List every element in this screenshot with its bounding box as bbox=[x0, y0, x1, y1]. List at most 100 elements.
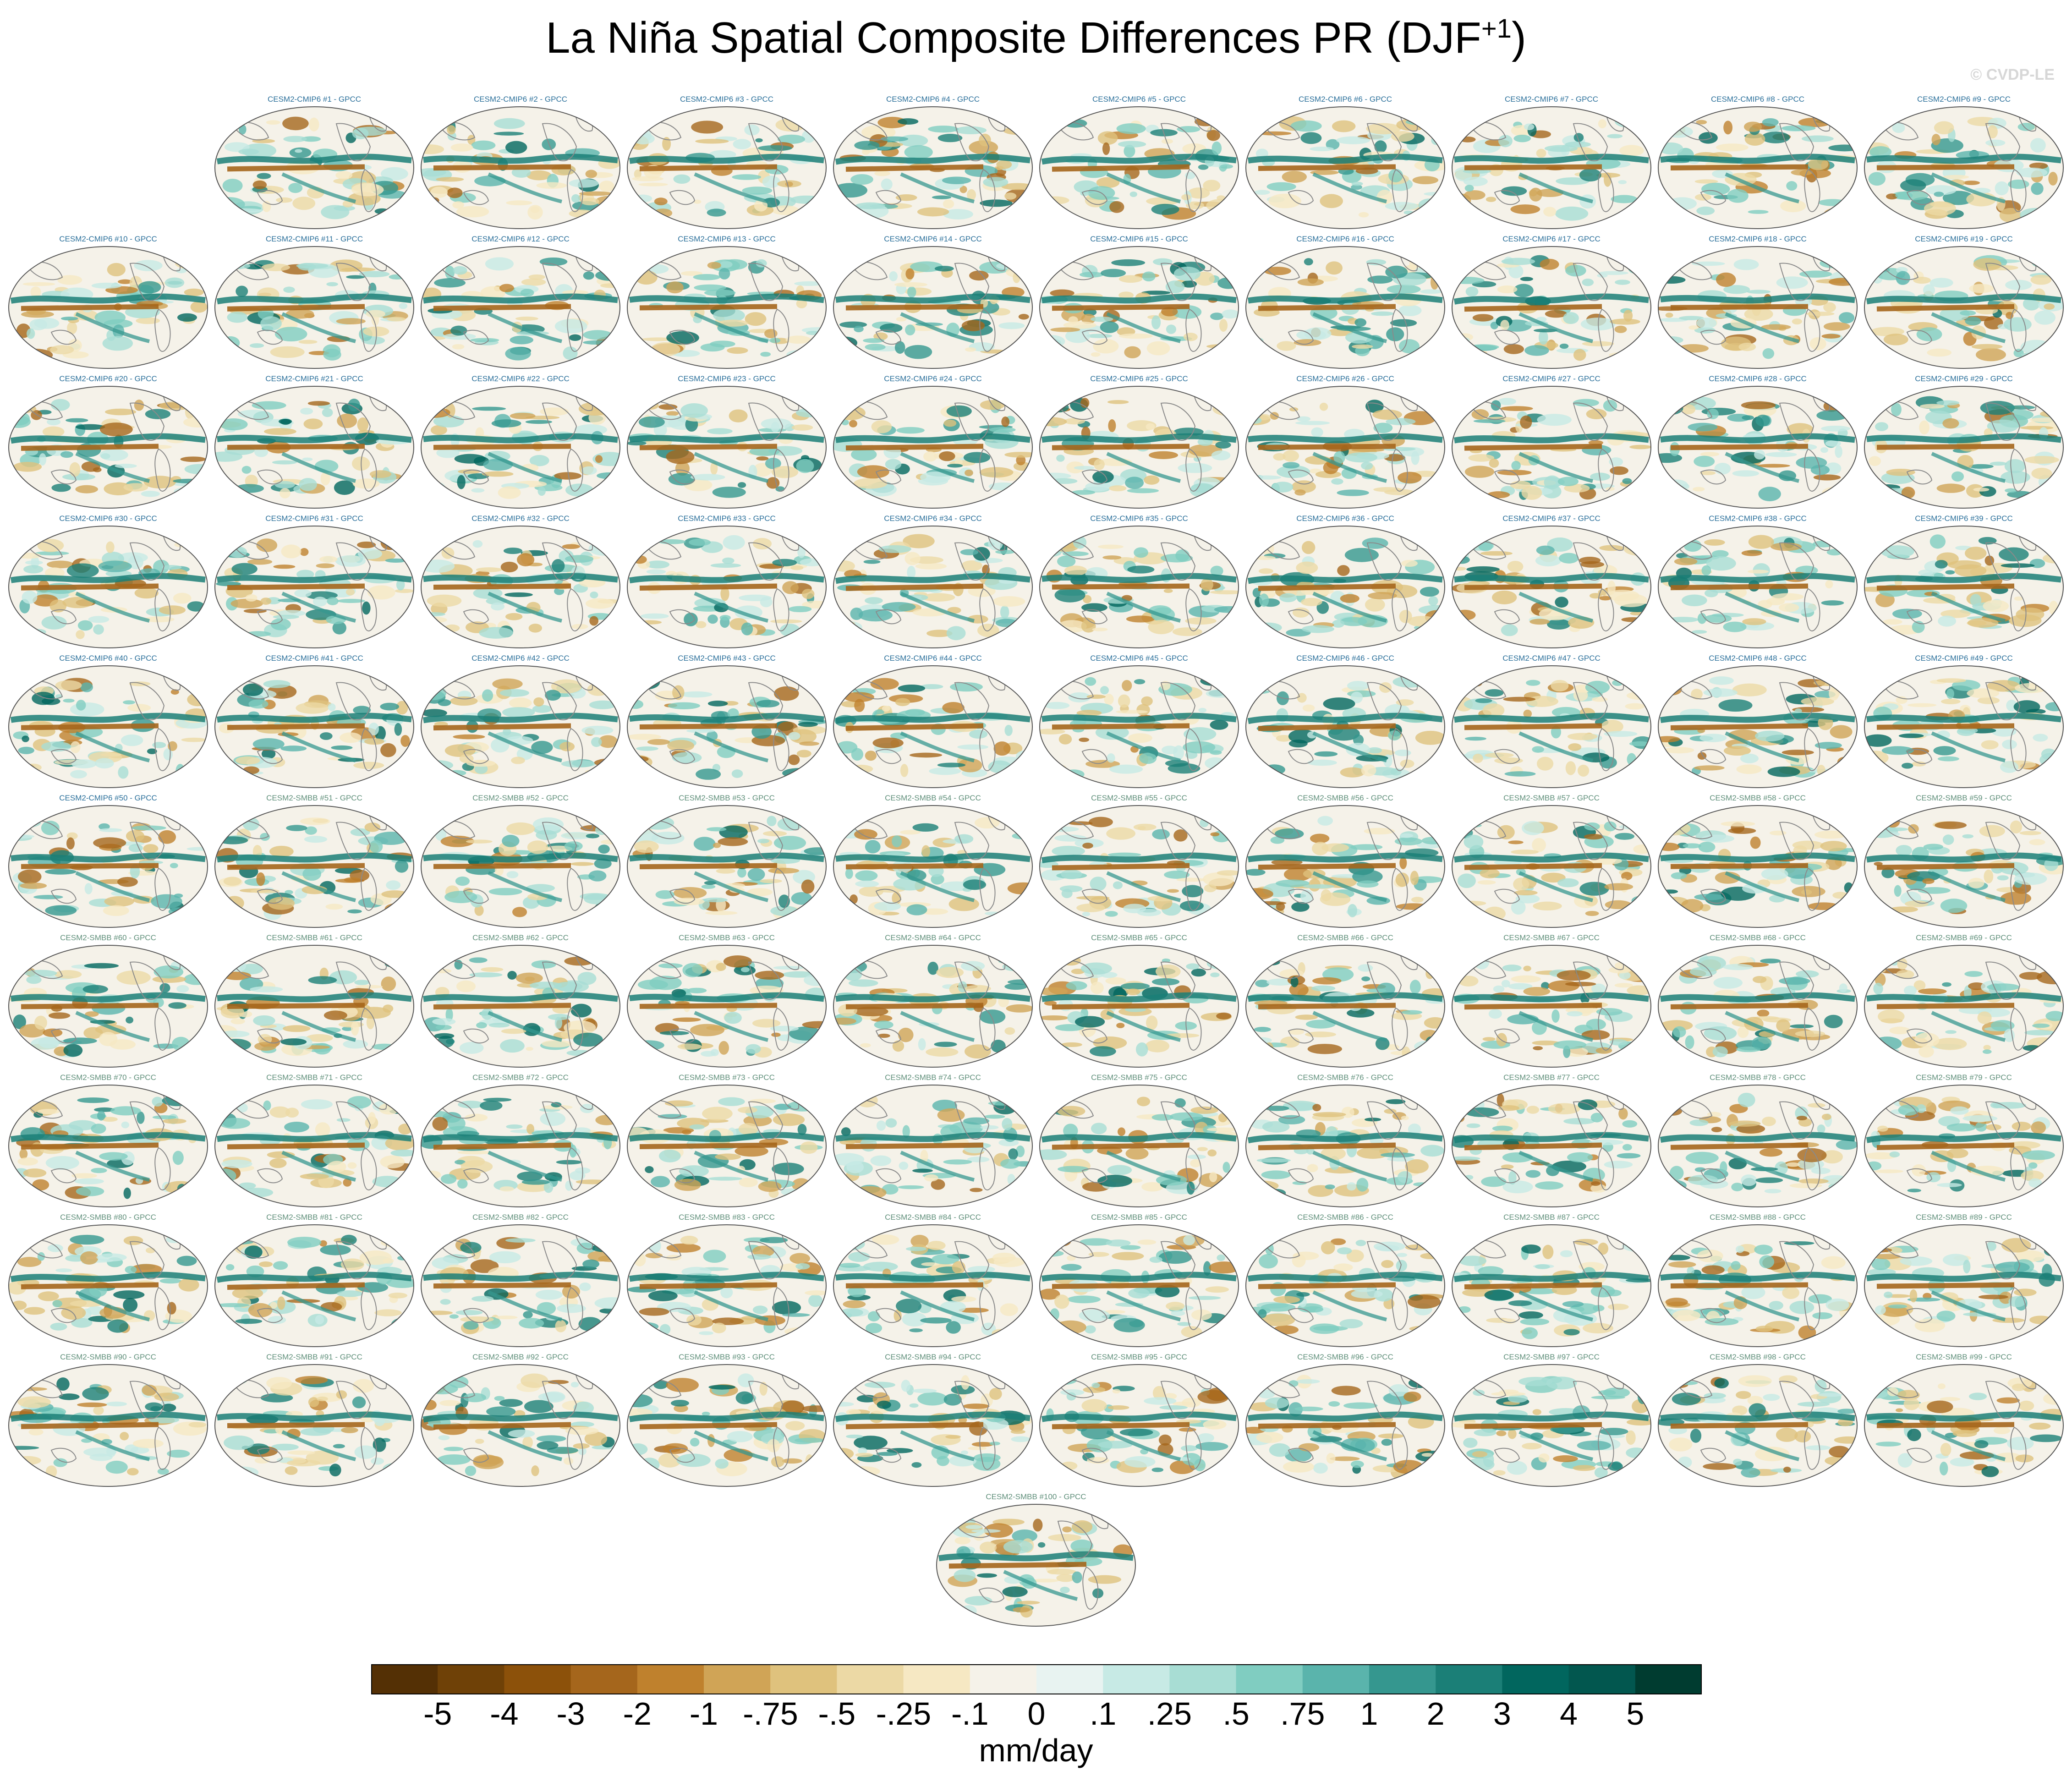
chart-title: La Niña Spatial Composite Differences PR… bbox=[0, 13, 2072, 63]
anomaly-blob bbox=[230, 598, 263, 608]
anomaly-blob bbox=[1400, 833, 1414, 838]
anomaly-blob bbox=[1054, 587, 1085, 603]
anomaly-blob bbox=[1983, 1045, 1991, 1050]
anomaly-blob bbox=[219, 418, 248, 431]
panel-title: CESM2-SMBB #70 - GPCC bbox=[60, 1073, 156, 1082]
anomaly-blob bbox=[1678, 344, 1709, 353]
map-border bbox=[1864, 526, 2064, 648]
anomaly-blob bbox=[1074, 1016, 1105, 1028]
map-panel: CESM2-SMBB #55 - GPCC bbox=[1038, 793, 1240, 929]
anomaly-blob bbox=[180, 456, 206, 462]
anomaly-blob bbox=[1821, 425, 1851, 432]
anomaly-blob bbox=[97, 1111, 105, 1121]
anomaly-blob bbox=[455, 876, 470, 886]
anomaly-blob bbox=[1401, 559, 1418, 567]
anomaly-blob bbox=[280, 1038, 307, 1046]
dry-band bbox=[639, 583, 778, 591]
anomaly-blob bbox=[2024, 1030, 2055, 1036]
anomaly-blob bbox=[1065, 329, 1091, 343]
anomaly-blob bbox=[117, 877, 138, 887]
anomaly-blob bbox=[1658, 549, 1678, 554]
anomaly-blob bbox=[1487, 491, 1510, 499]
anomaly-blob bbox=[863, 559, 881, 564]
coastline bbox=[1804, 1007, 1820, 1051]
dry-band bbox=[1258, 1003, 1396, 1009]
anomaly-blob bbox=[1781, 750, 1814, 756]
anomaly-blob bbox=[1792, 318, 1802, 325]
anomaly-blob bbox=[1294, 489, 1306, 496]
anomaly-blob bbox=[1874, 861, 1883, 866]
anomaly-blob bbox=[1820, 841, 1847, 852]
anomaly-blob bbox=[9, 957, 36, 963]
anomaly-blob bbox=[1412, 176, 1439, 185]
anomaly-blob bbox=[1056, 455, 1065, 462]
anomaly-blob bbox=[1291, 902, 1310, 912]
anomaly-blob bbox=[1966, 484, 1984, 498]
anomaly-blob bbox=[104, 896, 134, 907]
anomaly-blob bbox=[1532, 746, 1544, 753]
anomaly-blob bbox=[1723, 745, 1751, 756]
anomaly-blob bbox=[1513, 877, 1529, 891]
anomaly-blob bbox=[980, 199, 1013, 207]
anomaly-blob bbox=[252, 401, 286, 410]
panel-title: CESM2-CMIP6 #15 - GPCC bbox=[1090, 235, 1188, 243]
anomaly-blob bbox=[733, 139, 751, 149]
anomaly-blob bbox=[357, 417, 369, 432]
anomaly-blob bbox=[1801, 697, 1834, 706]
map-border bbox=[1039, 665, 1239, 788]
anomaly-blob bbox=[1881, 867, 1895, 878]
coastline bbox=[875, 609, 902, 625]
anomaly-blob bbox=[444, 744, 476, 757]
anomaly-blob bbox=[946, 626, 966, 641]
anomaly-blob bbox=[1982, 1049, 1992, 1054]
anomaly-blob bbox=[1630, 402, 1649, 409]
anomaly-blob bbox=[762, 175, 780, 188]
anomaly-blob bbox=[1965, 317, 1981, 326]
anomaly-blob bbox=[1146, 1015, 1158, 1030]
map-anomaly-field bbox=[1039, 526, 1239, 648]
anomaly-blob bbox=[1872, 1036, 1902, 1051]
map-anomaly-field bbox=[214, 665, 414, 788]
anomaly-blob bbox=[121, 734, 143, 746]
anomaly-blob bbox=[565, 555, 594, 563]
anomaly-blob bbox=[799, 741, 820, 746]
map-panel: CESM2-CMIP6 #15 - GPCC bbox=[1038, 234, 1240, 370]
panel-title: CESM2-CMIP6 #13 - GPCC bbox=[678, 235, 776, 243]
anomaly-blob bbox=[1919, 404, 1945, 409]
panel-title: CESM2-CMIP6 #7 - GPCC bbox=[1504, 95, 1599, 104]
anomaly-blob bbox=[2015, 683, 2048, 693]
anomaly-blob bbox=[1107, 400, 1129, 404]
anomaly-blob bbox=[284, 1122, 309, 1133]
anomaly-blob bbox=[502, 834, 520, 847]
anomaly-blob bbox=[1968, 618, 1999, 628]
coastline bbox=[50, 749, 77, 764]
anomaly-blob bbox=[1778, 603, 1799, 612]
anomaly-blob bbox=[369, 470, 392, 478]
dry-band bbox=[1670, 1003, 1809, 1009]
panel-title: CESM2-SMBB #52 - GPCC bbox=[472, 794, 569, 802]
spcz-band bbox=[488, 452, 562, 483]
anomaly-blob bbox=[1425, 1036, 1436, 1050]
dry-band bbox=[1464, 723, 1602, 730]
anomaly-blob bbox=[452, 201, 464, 209]
anomaly-blob bbox=[595, 455, 603, 463]
anomaly-blob bbox=[37, 539, 64, 552]
spcz-band bbox=[900, 452, 975, 483]
anomaly-blob bbox=[1118, 291, 1134, 299]
anomaly-blob bbox=[1511, 975, 1541, 983]
panel-title: CESM2-CMIP6 #17 - GPCC bbox=[1502, 235, 1601, 243]
coastline bbox=[1573, 542, 1608, 581]
anomaly-blob bbox=[863, 338, 885, 343]
coastline bbox=[748, 542, 784, 581]
anomaly-blob bbox=[77, 1097, 110, 1103]
anomaly-blob bbox=[1211, 450, 1231, 460]
map-border bbox=[627, 246, 827, 369]
anomaly-blob bbox=[230, 1018, 245, 1025]
coastline bbox=[1288, 888, 1314, 904]
map-anomaly-field bbox=[627, 246, 827, 369]
spcz-band bbox=[1312, 172, 1387, 203]
panel-title: CESM2-CMIP6 #32 - GPCC bbox=[471, 514, 570, 523]
anomaly-blob bbox=[1216, 1012, 1232, 1020]
wet-band bbox=[1248, 852, 1443, 863]
anomaly-blob bbox=[1452, 627, 1474, 633]
